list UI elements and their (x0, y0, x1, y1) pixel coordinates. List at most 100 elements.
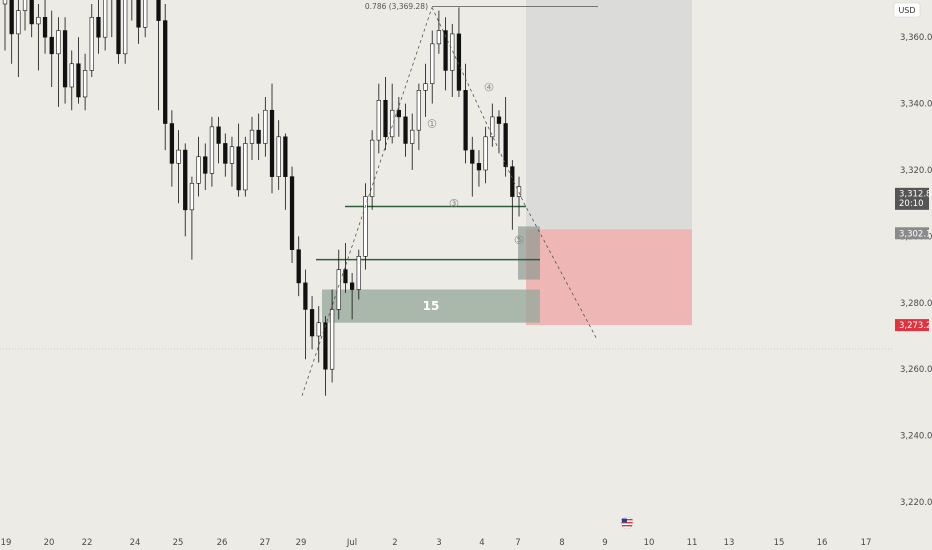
candle-body (269, 109, 275, 177)
candle-body (303, 282, 308, 310)
candle-body (102, 0, 108, 38)
wave-label-circle (484, 82, 494, 92)
candle-body (223, 143, 228, 164)
candle-body (276, 136, 281, 177)
candle-body (383, 99, 388, 138)
time-tick-label: 8 (559, 538, 564, 548)
candle-body (176, 149, 181, 164)
candle-body (203, 156, 208, 174)
time-tick-label: 13 (724, 538, 735, 548)
wave-label-circle (514, 235, 524, 245)
candle-body (503, 123, 508, 167)
time-axis-ticks: 19 20 22 24 25 26 27 29 Jul 2 3 4 7 8 9 10 11 13 15 16 17 (1, 538, 872, 548)
candle-body (69, 63, 74, 88)
candle-body (496, 116, 502, 124)
candle-body (470, 149, 475, 164)
candle-body (423, 83, 428, 91)
entry-marker-box[interactable] (518, 226, 540, 280)
us-flag-icon[interactable] (620, 516, 634, 530)
candle-body (36, 16, 41, 25)
candle-body (243, 143, 248, 191)
candle-body (189, 182, 195, 211)
price-tag-label: 3,302.15 (899, 229, 932, 239)
candle-body (309, 309, 315, 337)
candle-body (209, 126, 215, 174)
wave-path-up (301, 7, 433, 396)
candle-body (89, 16, 94, 71)
target-zone[interactable] (526, 0, 692, 230)
time-tick-label: 11 (687, 538, 698, 548)
price-tick-label: 3,220.00 (900, 498, 932, 508)
candle-body (183, 149, 188, 211)
wave-label: 5 (517, 236, 521, 244)
price-tag-bg (895, 227, 929, 240)
candle-body (2, 0, 8, 5)
candle-body (403, 116, 408, 144)
candle-body (376, 99, 381, 141)
candle-body (22, 0, 28, 11)
candle-body (283, 136, 288, 177)
time-tick-label: 9 (602, 538, 607, 548)
candle-body (29, 0, 34, 25)
time-tick-label: 3 (436, 538, 441, 548)
time-tick-label: 24 (130, 538, 141, 548)
candle-body (323, 322, 328, 370)
candle-body (236, 146, 241, 191)
wave-label-circle (449, 198, 459, 208)
candle-body (163, 20, 168, 124)
fib-label-5: 0.786 (3,369.28) (365, 2, 428, 11)
candle-body (456, 33, 462, 91)
wave-label-circle (427, 119, 437, 128)
countdown-label: 20:10 (899, 199, 924, 209)
candle-body (370, 139, 375, 197)
demand-zone[interactable] (322, 289, 540, 323)
time-tick-label: 29 (296, 538, 307, 548)
price-tag-label: 3,312.82 (899, 189, 932, 199)
candle-body (256, 129, 261, 144)
candle-body (363, 196, 368, 257)
time-tick-label: 22 (82, 538, 93, 548)
candle-body (249, 129, 255, 144)
candle-body (356, 256, 361, 290)
candles (2, 0, 522, 396)
candle-body (410, 129, 415, 144)
candle-body (156, 0, 161, 21)
candle-body (430, 43, 435, 84)
demand-zone-label: 15 (423, 299, 440, 313)
wave-label: 4 (487, 83, 492, 91)
stop-zone[interactable] (526, 229, 692, 326)
wave-labels: 12345 (427, 82, 524, 245)
support-lines[interactable] (316, 205, 540, 261)
candle-body (62, 30, 68, 88)
candle-body (136, 0, 141, 28)
time-tick-label: 16 (817, 538, 828, 548)
price-axis[interactable] (893, 0, 932, 550)
candle-body (42, 16, 48, 38)
time-tick-label: 17 (861, 538, 872, 548)
fib-extension[interactable]: 2 (3,514.18)1.618 (3,468.59)1.38 (3,440.… (365, 0, 598, 11)
time-tick-label: 19 (1, 538, 12, 548)
time-tick-label: Jul (346, 538, 357, 548)
currency-button[interactable] (893, 2, 921, 18)
time-tick-label: 20 (44, 538, 55, 548)
candle-body (336, 269, 341, 310)
candle-body (463, 90, 468, 151)
time-tick-label: 4 (479, 538, 484, 548)
candle-body (516, 186, 522, 197)
candle-body (296, 249, 301, 284)
candle-body (143, 0, 148, 28)
candle-body (476, 163, 482, 171)
candle-body (49, 36, 54, 55)
candle-body (229, 146, 235, 164)
candle-body (316, 322, 321, 337)
candle-body (343, 269, 348, 284)
candle-body (196, 156, 201, 184)
candle-body (116, 0, 121, 55)
candle-body (56, 30, 61, 55)
candle-body (436, 30, 442, 45)
candle-body (123, 0, 128, 55)
wave-label: 1 (430, 120, 434, 128)
time-tick-label: 26 (217, 538, 228, 548)
